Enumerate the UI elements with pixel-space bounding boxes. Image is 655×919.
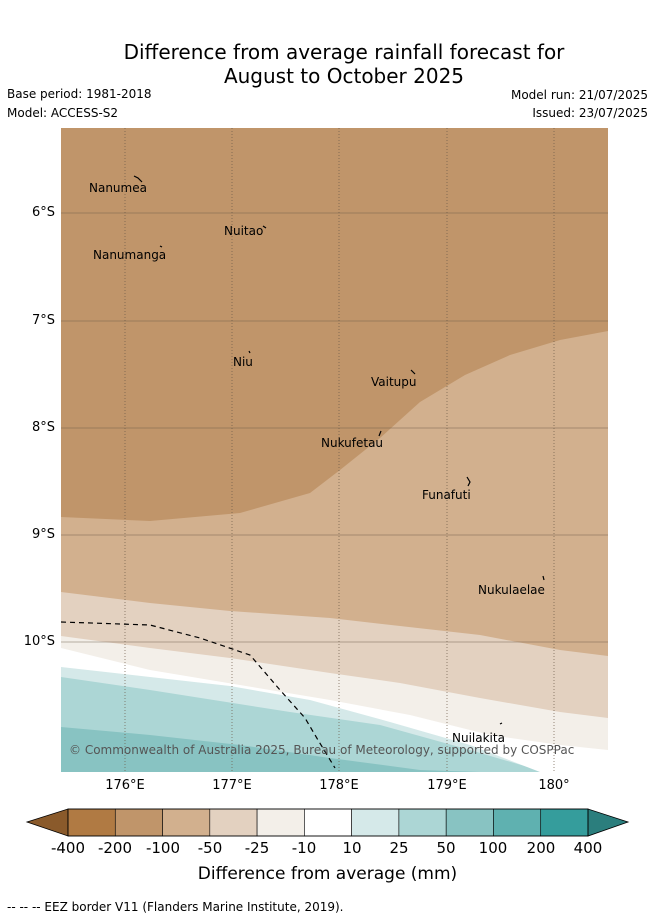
- colorbar-swatch: [445, 808, 494, 837]
- colorbar-tick: 100: [478, 839, 508, 857]
- island-vaitupu: [410, 369, 416, 375]
- eez-border: [61, 621, 336, 769]
- colorbar-tick: -25: [244, 839, 270, 857]
- colorbar-swatch: [256, 808, 305, 837]
- band-minus100-200: [61, 128, 608, 521]
- colorbar: [25, 808, 630, 837]
- lon-label: 176°E: [105, 778, 145, 793]
- colorbar-tick: -400: [50, 839, 86, 857]
- place-label: Nanumea: [89, 181, 147, 195]
- place-label: Niu: [233, 355, 253, 369]
- model-run: Model run: 21/07/2025: [510, 88, 648, 102]
- colorbar-tick: -50: [197, 839, 223, 857]
- model-name: Model: ACCESS-S2: [7, 106, 119, 120]
- colorbar-tick: 50: [436, 839, 456, 857]
- colorbar-tick: 10: [342, 839, 362, 857]
- lon-label: 178°E: [319, 778, 359, 793]
- island-niu: [248, 350, 251, 354]
- lon-label: 180°: [538, 778, 570, 793]
- lat-label: 6°S: [31, 205, 55, 220]
- base-period: Base period: 1981-2018: [7, 87, 152, 101]
- place-label: Nukufetau: [321, 436, 383, 450]
- colorbar-swatch: [351, 808, 400, 837]
- colorbar-tick: 200: [526, 839, 556, 857]
- place-label: Funafuti: [422, 488, 471, 502]
- colorbar-swatch: [67, 808, 116, 837]
- island-nuitao: [262, 225, 267, 229]
- island-funafuti: [466, 476, 471, 487]
- title-line-2: August to October 2025: [223, 64, 465, 88]
- colorbar-swatch: [304, 808, 352, 837]
- colorbar-swatch: [209, 808, 258, 837]
- colorbar-swatch: [398, 808, 447, 837]
- title-line-1: Difference from average rainfall forecas…: [123, 40, 565, 64]
- issued-date: Issued: 23/07/2025: [532, 106, 648, 120]
- island-nukufetau: [378, 430, 382, 437]
- graticule: [61, 128, 608, 772]
- lat-label: 9°S: [31, 527, 55, 542]
- lon-label: 177°E: [212, 778, 252, 793]
- colorbar-tick: -10: [291, 839, 317, 857]
- island-nuilakita: [499, 722, 503, 725]
- place-label: Nuilakita: [452, 731, 505, 745]
- colorbar-swatch: [162, 808, 211, 837]
- place-label: Nanumanga: [93, 248, 166, 262]
- lon-label: 179°E: [427, 778, 467, 793]
- colorbar-extend-high: [587, 808, 630, 837]
- lat-label: 7°S: [31, 313, 55, 328]
- lat-label: 10°S: [23, 634, 55, 649]
- colorbar-swatch: [493, 808, 542, 837]
- colorbar-tick: 25: [389, 839, 409, 857]
- copyright-notice: © Commonwealth of Australia 2025, Bureau…: [69, 743, 574, 757]
- map-area: Nanumea Nuitao Nanumanga Niu Vaitupu Nuk…: [61, 128, 608, 772]
- island-nukulaelae: [542, 575, 545, 581]
- lat-label: 8°S: [31, 420, 55, 435]
- map-title: Difference from average rainfall forecas…: [0, 40, 655, 88]
- place-label: Vaitupu: [371, 375, 417, 389]
- colorbar-tick: 400: [573, 839, 603, 857]
- colorbar-swatch: [114, 808, 163, 837]
- island-nanumanga: [159, 245, 163, 248]
- islands: [133, 175, 545, 725]
- colorbar-extend-low: [25, 808, 69, 837]
- eez-footnote: -- -- -- EEZ border V11 (Flanders Marine…: [7, 900, 344, 914]
- place-label: Nuitao: [224, 224, 263, 238]
- colorbar-label: Difference from average (mm): [197, 864, 458, 884]
- place-label: Nukulaelae: [478, 583, 545, 597]
- colorbar-tick: -100: [145, 839, 181, 857]
- colorbar-tick: -200: [97, 839, 133, 857]
- island-nanumea: [133, 175, 143, 183]
- colorbar-swatch: [540, 808, 589, 837]
